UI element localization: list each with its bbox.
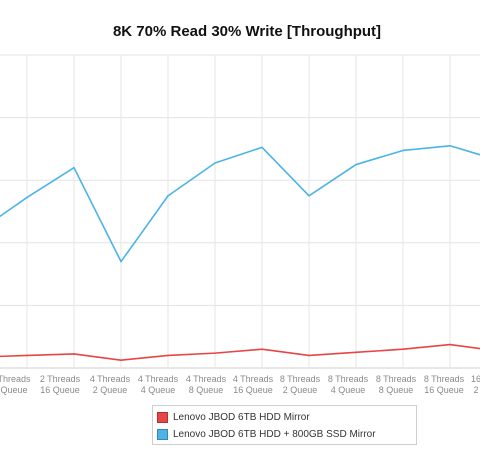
grid — [0, 54, 480, 369]
legend-swatch-hdd-ssd-mirror — [157, 429, 168, 440]
x-tick-label: 16 Queue — [424, 385, 464, 395]
data-point — [26, 354, 28, 357]
x-tick-label: 4 Queue — [141, 385, 176, 395]
legend-item-hdd-ssd-mirror: Lenovo JBOD 6TB HDD + 800GB SSD Mirror — [157, 426, 412, 443]
data-point — [167, 195, 169, 197]
x-tick-label: Threads — [0, 374, 31, 384]
series-line-1 — [0, 144, 480, 263]
x-tick-label: 16 Queue — [40, 385, 80, 395]
legend-label-hdd-ssd-mirror: Lenovo JBOD 6TB HDD + 800GB SSD Mirror — [173, 429, 376, 440]
legend-label-hdd-mirror: Lenovo JBOD 6TB HDD Mirror — [173, 412, 310, 423]
data-point — [308, 354, 310, 357]
data-point — [26, 196, 28, 199]
legend-swatch-hdd-mirror — [157, 412, 168, 423]
legend-item-hdd-mirror: Lenovo JBOD 6TB HDD Mirror — [157, 409, 412, 426]
chart-title: 8K 70% Read 30% Write [Throughput] — [113, 23, 381, 40]
x-tick-label: 8 Queue — [379, 385, 414, 395]
data-point — [261, 146, 263, 149]
x-tick-label: 8 Threads — [424, 374, 465, 384]
x-tick-label: 16 Queue — [233, 385, 273, 395]
x-tick-label: 16 — [471, 374, 480, 384]
data-point — [449, 343, 451, 346]
data-point — [167, 354, 169, 357]
x-tick-label: 8 Queue — [189, 385, 224, 395]
x-tick-label: 4 Threads — [138, 374, 179, 384]
data-point — [120, 260, 122, 263]
data-point — [355, 351, 357, 354]
data-point — [261, 348, 263, 351]
x-tick-label: Queue — [0, 385, 27, 395]
data-point — [402, 348, 404, 351]
x-tick-label: 4 Threads — [186, 374, 227, 384]
data-point — [355, 163, 357, 166]
x-tick-label: 4 Threads — [233, 374, 274, 384]
x-tick-label: 2 Threads — [40, 374, 81, 384]
x-tick-label: 2 Queue — [283, 385, 318, 395]
data-point — [214, 162, 216, 164]
x-tick-label: 4 Queue — [331, 385, 366, 395]
data-point — [449, 144, 451, 147]
data-point — [308, 195, 310, 197]
data-point — [214, 352, 216, 354]
x-tick-label: 4 Threads — [90, 374, 131, 384]
x-tick-label: 8 Threads — [280, 374, 321, 384]
x-tick-label: 2 — [473, 385, 478, 395]
x-tick-label: 2 Queue — [93, 385, 128, 395]
legend: Lenovo JBOD 6TB HDD Mirror Lenovo JBOD 6… — [152, 405, 417, 445]
series-line-0 — [0, 343, 480, 361]
x-tick-label: 8 Threads — [376, 374, 417, 384]
series-lines — [0, 144, 480, 361]
data-point — [73, 166, 75, 169]
data-point — [120, 359, 122, 361]
data-point — [73, 353, 75, 355]
data-point — [402, 149, 404, 152]
x-tick-label: 8 Threads — [328, 374, 369, 384]
